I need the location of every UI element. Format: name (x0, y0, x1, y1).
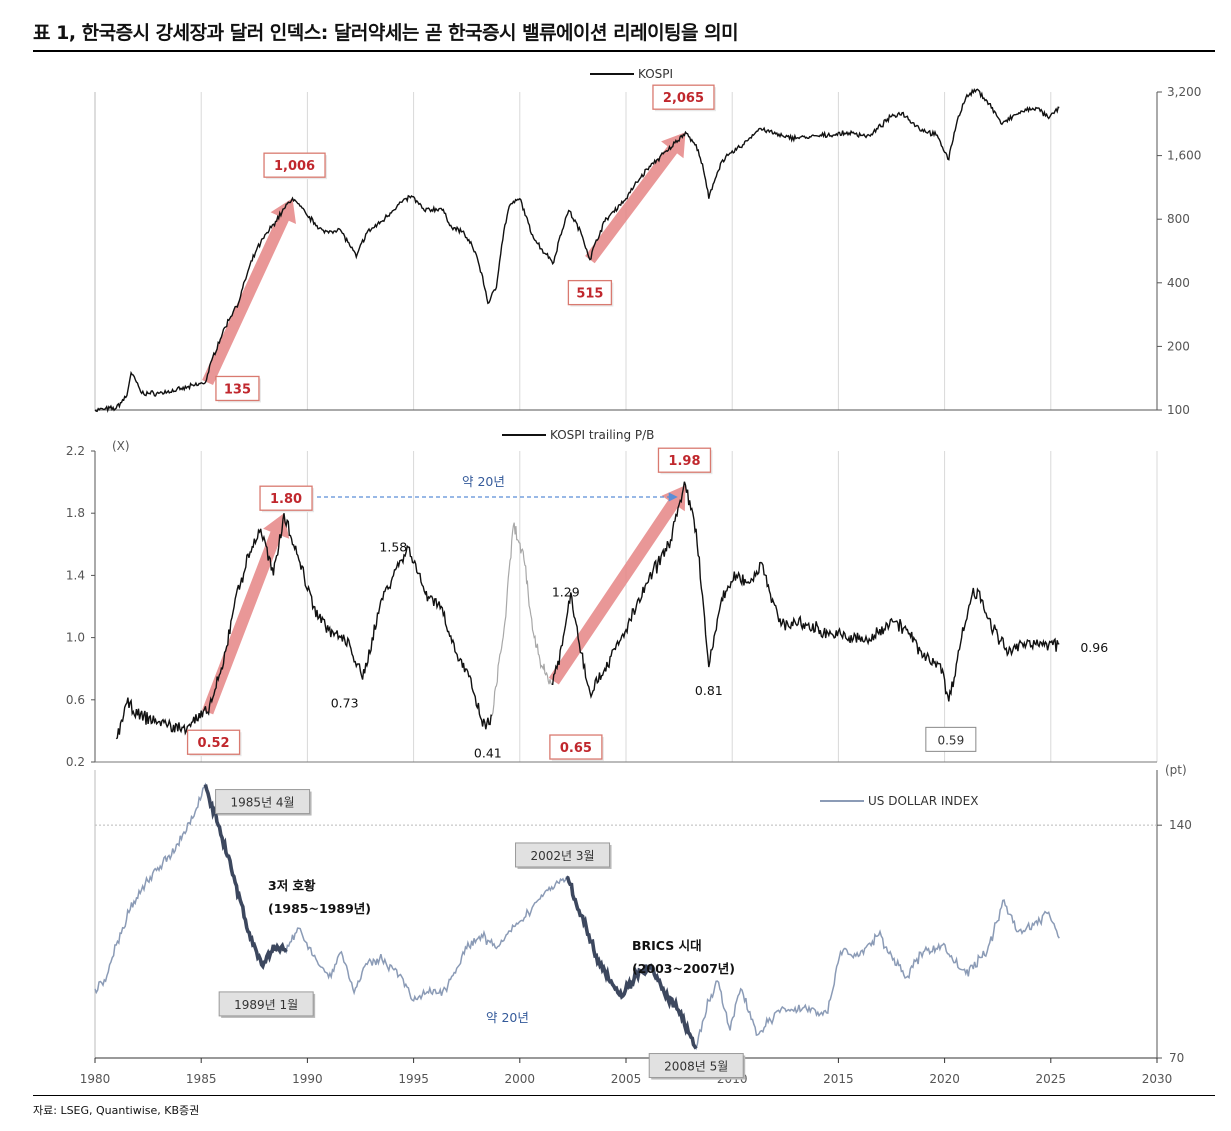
title-rule (33, 50, 1215, 52)
trend-arrow-layer (202, 132, 686, 715)
pb-callout-052-box (186, 729, 241, 755)
dxy-highlight-2 (565, 875, 698, 1050)
dxy-highlight-1 (203, 784, 288, 970)
pb-callout-180-text: 1.80 (270, 492, 302, 507)
pb-label-129: 1.29 (552, 585, 580, 600)
pb-rally-arrow-2 (548, 485, 686, 685)
kospi-legend-label: KOSPI (638, 67, 673, 81)
pb-ytick-label: 1.8 (66, 506, 85, 520)
period1-years: (1985~1989년) (268, 901, 371, 916)
dxy-callout-1989-box (218, 991, 314, 1017)
kospi-ytick-label: 100 (1167, 403, 1190, 417)
kospi-callout-1006-box (263, 152, 326, 178)
pb-line (115, 513, 493, 740)
kospi-line (94, 87, 1060, 413)
pb-callout-059-box (925, 726, 977, 752)
kospi-ytick-label: 200 (1167, 339, 1190, 353)
pb-ytick-label: 2.2 (66, 444, 85, 458)
dxy-callout-2008-text: 2008년 5월 (664, 1060, 728, 1074)
dxy-unit-label: (pt) (1165, 763, 1187, 777)
pb-callout-059-text: 0.59 (937, 733, 964, 747)
pb-span-label: 약 20년 (462, 474, 505, 489)
pb-label-073: 0.73 (331, 696, 359, 711)
dxy-callout-1989-text: 1989년 1월 (234, 998, 298, 1012)
kospi-callout-2065-box (652, 84, 715, 110)
pb-label-096: 0.96 (1080, 640, 1108, 655)
x-tick-label: 2025 (1036, 1072, 1067, 1086)
pb-label-158: 1.58 (379, 539, 407, 554)
pb-callout-180-box (259, 485, 313, 511)
kospi-callout-515-box (567, 279, 613, 306)
pb-gap-line (491, 522, 553, 716)
pb-callout-198-box (657, 447, 712, 473)
dxy-ytick-label: 140 (1169, 818, 1192, 832)
dxy-callout-2002-box (515, 842, 611, 868)
pb-unit-label: (X) (112, 439, 130, 453)
series-layer (94, 87, 1060, 1051)
pb-line-after-gap (551, 481, 1060, 702)
pb-label-081: 0.81 (695, 683, 723, 698)
pb-label-041: 0.41 (474, 745, 502, 760)
x-tick-label: 1985 (186, 1072, 217, 1086)
dxy-callout-2002-text: 2002년 3월 (530, 849, 594, 863)
dxy-callout-1985-box (215, 789, 311, 815)
pb-ytick-label: 1.4 (66, 568, 85, 582)
pb-rally-arrow-1 (202, 513, 290, 715)
kospi-ytick-label: 800 (1167, 212, 1190, 226)
kospi-callout-135-text: 135 (224, 382, 251, 397)
x-tick-label: 2030 (1142, 1072, 1173, 1086)
callout-layer: 1,006 135 2,065 515 1.80 0.52 1.98 0.65 1.58 0.73… (186, 84, 1108, 1080)
dxy-callout-1985-text: 1985년 4월 (231, 796, 295, 810)
dxy-legend-label: US DOLLAR INDEX (868, 794, 978, 808)
x-tick-label: 1995 (398, 1072, 429, 1086)
pb-callout-198-text: 1.98 (668, 454, 700, 469)
kospi-callout-1006-text: 1,006 (274, 159, 315, 174)
figure-title: 표 1, 한국증시 강세장과 달러 인덱스: 달러약세는 곧 한국증시 밸류에이… (33, 22, 739, 44)
period2-years: (2003~2007년) (632, 961, 735, 976)
dxy-ytick-label: 70 (1169, 1051, 1184, 1065)
source-note: 자료: LSEG, Quantiwise, KB증권 (33, 1104, 200, 1117)
kospi-ytick-label: 400 (1167, 276, 1190, 290)
pb-callout-065-text: 0.65 (560, 741, 592, 756)
x-tick-label: 2005 (611, 1072, 642, 1086)
axis-layer: 100 200 400 800 1,600 3,200 0.2 0.6 1.0 1.4 1.8 2.2… (66, 85, 1201, 1086)
pb-callout-052-text: 0.52 (198, 736, 230, 751)
period2-title: BRICS 시대 (632, 938, 702, 953)
period1-title: 3저 호황 (268, 878, 316, 893)
x-tick-label: 1990 (292, 1072, 323, 1086)
pb-ytick-label: 0.6 (66, 693, 85, 707)
kospi-callout-135-box (215, 375, 260, 402)
dxy-span-label: 약 20년 (486, 1010, 529, 1025)
pb-callout-065-box (549, 734, 603, 760)
kospi-callout-2065-text: 2,065 (663, 91, 704, 106)
x-tick-label: 2015 (823, 1072, 854, 1086)
pb-ytick-label: 0.2 (66, 755, 85, 769)
kospi-ytick-label: 3,200 (1167, 85, 1201, 99)
pb-legend-label: KOSPI trailing P/B (550, 428, 654, 442)
x-tick-label: 2020 (929, 1072, 960, 1086)
kospi-rally-arrow-2 (585, 132, 686, 264)
kospi-rally-arrow-1 (202, 198, 296, 385)
pb-ytick-label: 1.0 (66, 631, 85, 645)
x-tick-label: 1980 (80, 1072, 111, 1086)
x-tick-label: 2000 (505, 1072, 536, 1086)
kospi-callout-515-text: 515 (576, 287, 603, 302)
source-rule (33, 1095, 1215, 1096)
kospi-ytick-label: 1,600 (1167, 149, 1201, 163)
dxy-callout-2008-box (648, 1053, 744, 1079)
